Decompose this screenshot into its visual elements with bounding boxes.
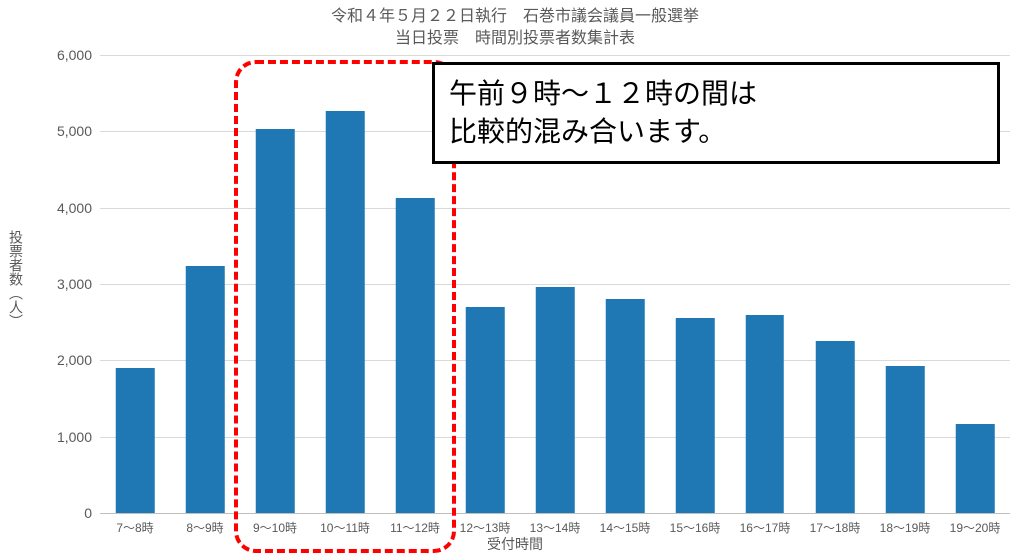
x-tick-label: 13～14時 <box>530 513 581 536</box>
y-tick-label: 5,000 <box>57 123 100 139</box>
x-tick-label: 14～15時 <box>600 513 651 536</box>
bar-slot: 7～8時 <box>100 55 170 513</box>
x-tick-label: 11～12時 <box>390 513 440 536</box>
y-tick-label: 3,000 <box>57 276 100 292</box>
x-tick-label: 12～13時 <box>460 513 511 536</box>
bar <box>746 315 785 513</box>
x-tick-label: 8～9時 <box>186 513 223 536</box>
bar <box>256 129 295 513</box>
bar <box>956 424 995 513</box>
x-tick-label: 7～8時 <box>116 513 153 536</box>
chart-title-line1: 令和４年５月２２日執行 石巻市議会議員一般選挙 <box>0 6 1030 28</box>
bar <box>326 111 365 513</box>
bar-slot: 9～10時 <box>240 55 310 513</box>
bar <box>886 366 925 513</box>
bar-slot: 8～9時 <box>170 55 240 513</box>
chart-title: 令和４年５月２２日執行 石巻市議会議員一般選挙 当日投票 時間別投票者数集計表 <box>0 0 1030 51</box>
bar <box>396 198 435 513</box>
y-axis-label: 投票者数（人） <box>6 230 26 328</box>
x-tick-label: 15～16時 <box>670 513 721 536</box>
bar <box>116 368 155 513</box>
bar <box>536 287 575 513</box>
bar <box>676 318 715 513</box>
x-tick-label: 19～20時 <box>950 513 1001 536</box>
y-tick-label: 4,000 <box>57 200 100 216</box>
y-tick-label: 0 <box>84 505 100 521</box>
x-tick-label: 10～11時 <box>320 513 370 536</box>
bar <box>466 307 505 513</box>
y-tick-label: 2,000 <box>57 352 100 368</box>
annotation-line2: 比較的混み合います。 <box>449 113 983 151</box>
bar <box>606 299 645 513</box>
y-tick-label: 1,000 <box>57 429 100 445</box>
bar <box>186 266 225 513</box>
x-tick-label: 16～17時 <box>740 513 791 536</box>
bar <box>816 341 855 514</box>
annotation-box: 午前９時～１２時の間は 比較的混み合います。 <box>432 62 1000 164</box>
x-axis-label: 受付時間 <box>487 534 543 554</box>
y-tick-label: 6,000 <box>57 47 100 63</box>
bar-slot: 10～11時 <box>310 55 380 513</box>
chart-title-line2: 当日投票 時間別投票者数集計表 <box>0 28 1030 50</box>
x-tick-label: 9～10時 <box>253 513 297 536</box>
annotation-line1: 午前９時～１２時の間は <box>449 75 983 113</box>
x-tick-label: 17～18時 <box>810 513 861 536</box>
x-tick-label: 18～19時 <box>880 513 931 536</box>
